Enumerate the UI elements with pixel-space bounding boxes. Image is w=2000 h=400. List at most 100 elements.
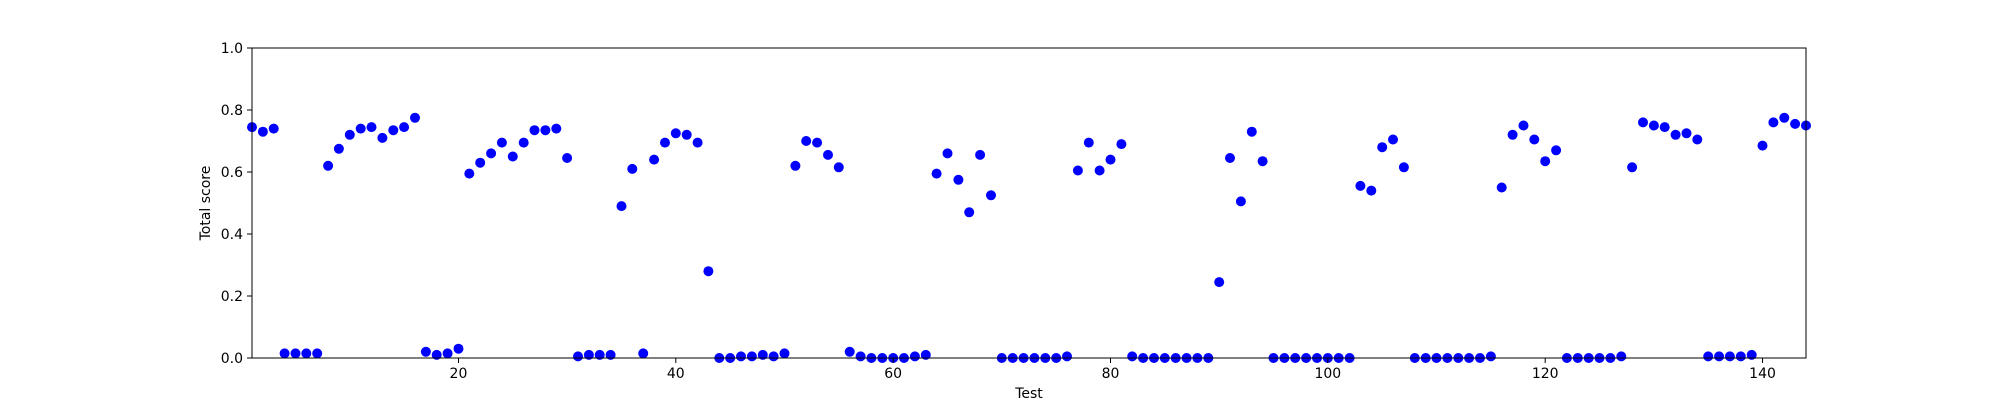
x-tick-label: 20 xyxy=(450,366,468,382)
data-point-142 xyxy=(1779,112,1790,123)
data-point-8 xyxy=(323,160,334,171)
data-point-19 xyxy=(442,348,453,359)
data-point-69 xyxy=(986,190,996,201)
data-point-80 xyxy=(1105,154,1116,165)
data-point-54 xyxy=(823,149,833,160)
x-axis-ticks: 20 40 60 80 100 120 140 xyxy=(450,358,1776,382)
x-tick-label: 40 xyxy=(667,366,685,382)
data-point-116 xyxy=(1496,182,1507,193)
data-point-27 xyxy=(529,125,540,136)
data-point-107 xyxy=(1398,162,1409,173)
data-point-11 xyxy=(355,123,366,134)
data-point-129 xyxy=(1638,117,1648,128)
data-point-16 xyxy=(410,112,420,123)
data-point-10 xyxy=(344,129,355,140)
data-point-136 xyxy=(1714,351,1725,362)
data-point-15 xyxy=(399,122,410,133)
data-point-37 xyxy=(638,348,649,359)
data-point-119 xyxy=(1529,134,1540,145)
data-point-22 xyxy=(475,157,486,168)
data-point-138 xyxy=(1735,351,1746,362)
x-tick-label: 120 xyxy=(1532,366,1559,382)
x-tick-label: 100 xyxy=(1314,366,1341,382)
data-point-7 xyxy=(312,348,323,359)
data-point-24 xyxy=(496,137,507,148)
data-point-47 xyxy=(746,351,757,362)
data-point-76 xyxy=(1062,351,1072,362)
data-point-137 xyxy=(1724,351,1735,362)
data-point-68 xyxy=(975,149,986,160)
data-point-66 xyxy=(953,174,964,185)
data-point-106 xyxy=(1388,134,1398,145)
x-tick-label: 80 xyxy=(1102,366,1120,382)
data-point-33 xyxy=(594,349,605,360)
data-point-36 xyxy=(627,163,638,174)
data-point-35 xyxy=(616,201,627,212)
data-point-12 xyxy=(366,122,377,133)
data-point-14 xyxy=(388,125,399,136)
data-point-17 xyxy=(420,346,431,357)
data-point-64 xyxy=(931,168,942,179)
data-point-143 xyxy=(1790,118,1801,129)
data-point-78 xyxy=(1083,137,1094,148)
data-point-118 xyxy=(1518,120,1529,131)
data-point-43 xyxy=(703,266,714,277)
data-point-92 xyxy=(1235,196,1246,207)
data-point-50 xyxy=(779,348,790,359)
data-point-128 xyxy=(1627,162,1638,173)
data-point-25 xyxy=(507,151,518,162)
data-point-49 xyxy=(768,351,779,362)
data-point-9 xyxy=(333,143,344,154)
data-point-130 xyxy=(1648,120,1659,131)
data-point-28 xyxy=(540,125,551,136)
data-point-139 xyxy=(1746,349,1757,360)
data-point-53 xyxy=(812,137,823,148)
y-tick-label: 0.2 xyxy=(221,289,243,305)
y-tick-label: 0.8 xyxy=(221,103,243,119)
data-point-34 xyxy=(605,349,616,360)
data-point-51 xyxy=(790,160,801,171)
plot-frame xyxy=(251,47,1807,359)
data-point-117 xyxy=(1507,129,1518,140)
data-point-82 xyxy=(1127,351,1138,362)
data-point-115 xyxy=(1485,351,1496,362)
y-axis-label: Total score xyxy=(198,166,214,242)
data-point-46 xyxy=(736,351,746,362)
data-point-141 xyxy=(1768,117,1779,128)
data-point-21 xyxy=(464,168,475,179)
data-point-52 xyxy=(801,136,812,146)
data-point-32 xyxy=(583,349,594,360)
data-point-4 xyxy=(279,348,290,359)
data-point-133 xyxy=(1681,128,1692,139)
data-point-38 xyxy=(649,154,660,165)
data-point-105 xyxy=(1377,142,1388,153)
data-point-3 xyxy=(268,123,279,134)
y-tick-label: 0.0 xyxy=(221,351,243,367)
data-point-104 xyxy=(1366,185,1377,196)
x-tick-label: 60 xyxy=(884,366,902,382)
x-axis-label: Test xyxy=(1014,386,1043,400)
data-point-140 xyxy=(1757,140,1768,151)
data-point-26 xyxy=(518,137,529,148)
y-axis-ticks: 0.0 0.2 0.4 0.6 0.8 1.0 xyxy=(221,41,252,367)
data-point-63 xyxy=(920,349,931,360)
data-point-5 xyxy=(290,348,301,359)
y-tick-label: 0.4 xyxy=(221,227,243,243)
data-point-41 xyxy=(681,129,692,140)
y-tick-label: 0.6 xyxy=(221,165,243,181)
data-point-134 xyxy=(1692,134,1703,145)
data-point-135 xyxy=(1703,351,1714,362)
data-point-13 xyxy=(377,132,388,143)
data-point-6 xyxy=(301,348,312,359)
data-point-121 xyxy=(1551,145,1562,156)
data-point-79 xyxy=(1094,165,1105,176)
data-point-18 xyxy=(431,349,442,360)
data-point-131 xyxy=(1659,122,1670,133)
data-point-48 xyxy=(757,349,768,360)
data-point-29 xyxy=(551,123,562,134)
data-point-81 xyxy=(1116,139,1127,150)
data-point-23 xyxy=(486,148,497,159)
data-point-40 xyxy=(670,128,681,139)
data-point-57 xyxy=(855,351,866,362)
